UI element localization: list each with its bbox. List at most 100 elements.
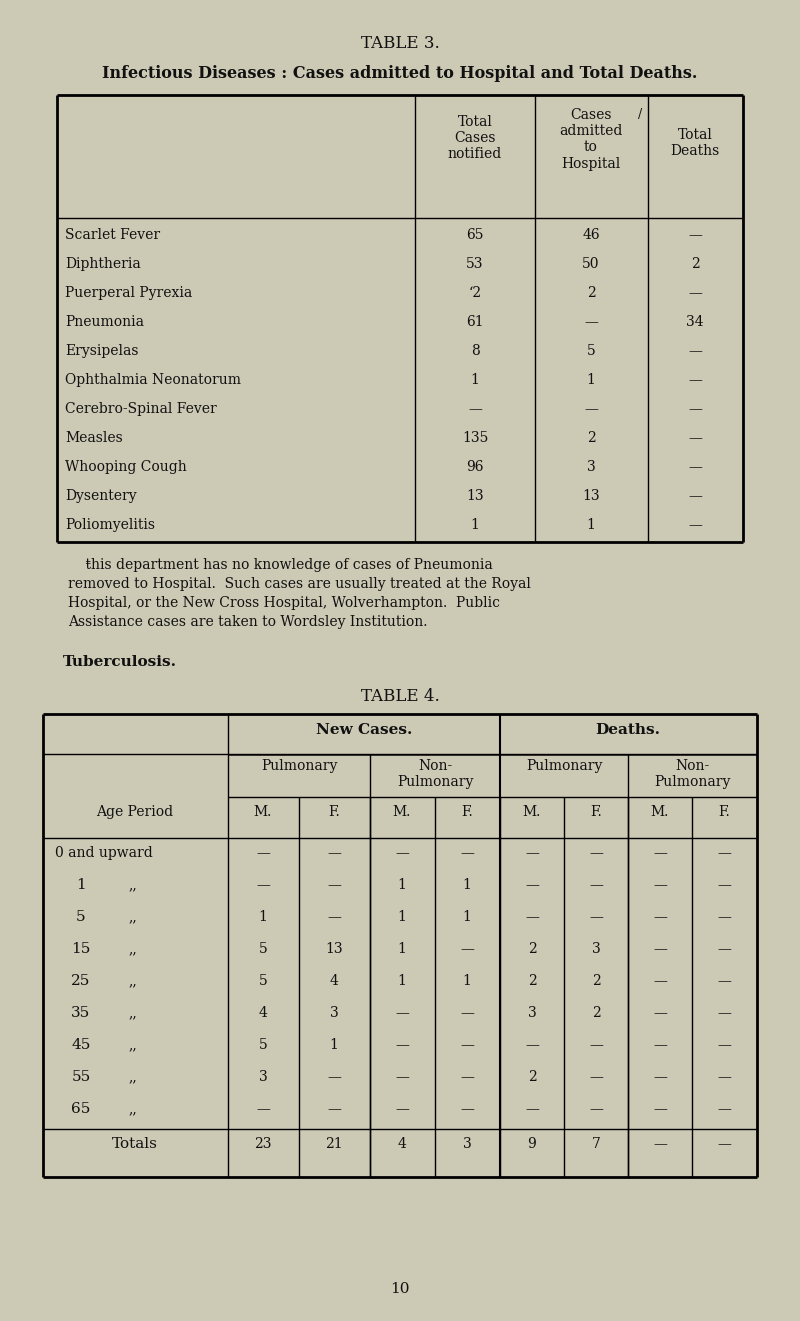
Text: —: —	[589, 878, 603, 892]
Text: Cerebro-Spinal Fever: Cerebro-Spinal Fever	[65, 402, 217, 416]
Text: 45: 45	[71, 1038, 90, 1052]
Text: —: —	[460, 1038, 474, 1052]
Text: M.: M.	[254, 804, 272, 819]
Text: Total
Cases
notified: Total Cases notified	[448, 115, 502, 161]
Text: F.: F.	[590, 804, 602, 819]
Text: —: —	[688, 229, 702, 242]
Text: 5: 5	[258, 1038, 267, 1052]
Text: 1: 1	[462, 910, 471, 923]
Text: —: —	[460, 845, 474, 860]
Text: —: —	[589, 910, 603, 923]
Text: Assistance cases are taken to Wordsley Institution.: Assistance cases are taken to Wordsley I…	[68, 616, 427, 629]
Text: 34: 34	[686, 314, 704, 329]
Text: Non-
Pulmonary: Non- Pulmonary	[397, 760, 473, 789]
Text: 5: 5	[76, 910, 86, 923]
Text: 135: 135	[462, 431, 488, 445]
Text: —: —	[327, 878, 341, 892]
Text: 3: 3	[528, 1007, 536, 1020]
Text: 10: 10	[390, 1281, 410, 1296]
Text: —: —	[717, 910, 731, 923]
Text: —: —	[589, 1070, 603, 1085]
Text: Dysentery: Dysentery	[65, 489, 137, 503]
Text: —: —	[653, 1137, 667, 1151]
Text: 21: 21	[325, 1137, 343, 1151]
Text: 53: 53	[466, 258, 484, 271]
Text: —: —	[468, 402, 482, 416]
Text: 65: 65	[466, 229, 484, 242]
Text: Erysipelas: Erysipelas	[65, 343, 138, 358]
Text: 3: 3	[462, 1137, 471, 1151]
Text: —: —	[525, 910, 539, 923]
Text: —: —	[717, 1102, 731, 1116]
Text: 3: 3	[330, 1007, 338, 1020]
Text: 2: 2	[528, 1070, 536, 1085]
Text: —: —	[256, 1102, 270, 1116]
Text: TABLE 3.: TABLE 3.	[361, 34, 439, 52]
Text: —: —	[717, 878, 731, 892]
Text: 9: 9	[528, 1137, 536, 1151]
Text: 5: 5	[258, 974, 267, 988]
Text: Cases
admitted
to
Hospital: Cases admitted to Hospital	[559, 108, 622, 170]
Text: 13: 13	[325, 942, 343, 956]
Text: ,,: ,,	[129, 942, 138, 956]
Text: —: —	[653, 910, 667, 923]
Text: M.: M.	[523, 804, 541, 819]
Text: F.: F.	[461, 804, 473, 819]
Text: 13: 13	[582, 489, 600, 503]
Text: ,,: ,,	[129, 1102, 138, 1116]
Text: —: —	[653, 1102, 667, 1116]
Text: —: —	[589, 845, 603, 860]
Text: 1: 1	[76, 878, 86, 892]
Text: —: —	[653, 974, 667, 988]
Text: —: —	[525, 1038, 539, 1052]
Text: Pulmonary: Pulmonary	[526, 760, 602, 773]
Text: —: —	[717, 1007, 731, 1020]
Text: —: —	[395, 1102, 409, 1116]
Text: Deaths.: Deaths.	[595, 723, 661, 737]
Text: —: —	[327, 910, 341, 923]
Text: 50: 50	[582, 258, 600, 271]
Text: New Cases.: New Cases.	[316, 723, 412, 737]
Text: —: —	[256, 845, 270, 860]
Text: —: —	[717, 974, 731, 988]
Text: ŧhis department has no knowledge of cases of Pneumonia: ŧhis department has no knowledge of case…	[68, 557, 493, 572]
Text: —: —	[717, 845, 731, 860]
Text: —: —	[717, 1137, 731, 1151]
Text: Totals: Totals	[112, 1137, 158, 1151]
Text: —: —	[460, 942, 474, 956]
Text: Pneumonia: Pneumonia	[65, 314, 144, 329]
Text: 1: 1	[586, 373, 595, 387]
Text: —: —	[688, 287, 702, 300]
Text: —: —	[589, 1038, 603, 1052]
Text: —: —	[653, 878, 667, 892]
Text: Puerperal Pyrexia: Puerperal Pyrexia	[65, 287, 192, 300]
Text: —: —	[525, 1102, 539, 1116]
Text: —: —	[717, 942, 731, 956]
Text: 61: 61	[466, 314, 484, 329]
Text: 15: 15	[71, 942, 90, 956]
Text: ‘2: ‘2	[469, 287, 482, 300]
Text: —: —	[688, 431, 702, 445]
Text: Pulmonary: Pulmonary	[261, 760, 337, 773]
Text: 5: 5	[586, 343, 595, 358]
Text: 2: 2	[592, 974, 600, 988]
Text: 2: 2	[528, 974, 536, 988]
Text: ,,: ,,	[129, 878, 138, 892]
Text: 1: 1	[398, 942, 406, 956]
Text: —: —	[688, 343, 702, 358]
Text: 5: 5	[258, 942, 267, 956]
Text: —: —	[584, 402, 598, 416]
Text: —: —	[653, 1070, 667, 1085]
Text: 3: 3	[258, 1070, 267, 1085]
Text: —: —	[653, 1007, 667, 1020]
Text: 1: 1	[462, 878, 471, 892]
Text: Hospital, or the New Cross Hospital, Wolverhampton.  Public: Hospital, or the New Cross Hospital, Wol…	[68, 596, 500, 610]
Text: —: —	[688, 460, 702, 474]
Text: —: —	[327, 1070, 341, 1085]
Text: removed to Hospital.  Such cases are usually treated at the Royal: removed to Hospital. Such cases are usua…	[68, 577, 531, 590]
Text: —: —	[589, 1102, 603, 1116]
Text: —: —	[717, 1038, 731, 1052]
Text: 46: 46	[582, 229, 600, 242]
Text: 65: 65	[71, 1102, 90, 1116]
Text: 2: 2	[690, 258, 699, 271]
